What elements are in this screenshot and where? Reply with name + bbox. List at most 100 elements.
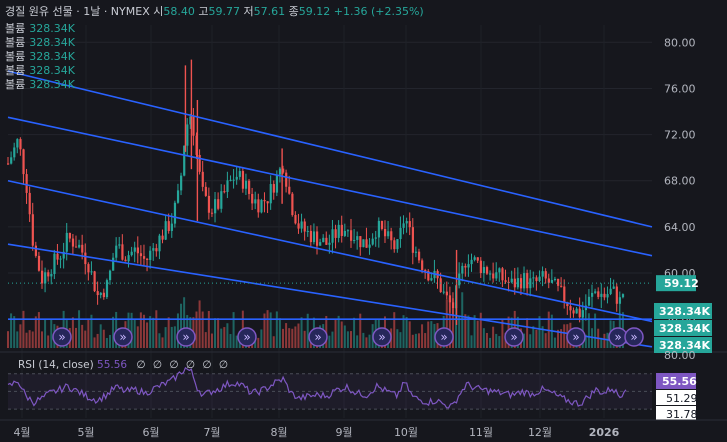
rsi-tag-bg <box>656 373 696 389</box>
candle-body <box>297 223 300 229</box>
time-axis-label: 8월 <box>270 426 287 439</box>
candle-body <box>507 281 510 283</box>
candle-body <box>291 193 294 215</box>
volume-legend-row[interactable]: 볼륨 328.34K <box>5 50 75 63</box>
candle-body <box>65 232 68 252</box>
volume-bar <box>152 317 155 348</box>
volume-bar <box>396 329 399 348</box>
volume-bar <box>470 335 473 348</box>
volume-bar <box>340 321 343 348</box>
rsi-title: RSI (14, close) <box>18 359 94 371</box>
candle-body <box>139 253 143 257</box>
candle-body <box>550 280 554 283</box>
candle-body <box>232 179 235 181</box>
volume-tag-bg <box>654 337 712 353</box>
candle-body <box>121 244 124 260</box>
candle-body <box>34 245 38 256</box>
candle-body <box>390 231 393 241</box>
close-label: 종 <box>288 5 299 18</box>
candle-body <box>16 139 19 148</box>
channel-line <box>7 116 653 257</box>
rsi-tag-bg <box>656 390 696 405</box>
volume-bar <box>139 312 142 348</box>
last-price-tag-bg <box>656 275 696 292</box>
candle-body <box>587 296 591 306</box>
candle-body <box>594 291 597 293</box>
candle-body <box>108 270 112 281</box>
candle-body <box>288 186 291 194</box>
candle-body <box>269 184 272 204</box>
time-axis-label: 12월 <box>528 426 552 439</box>
price-axis-label: 72.00 <box>664 129 696 142</box>
volume-bar <box>291 328 294 348</box>
volume-legend-row[interactable]: 볼륨 328.34K <box>5 36 75 49</box>
symbol-text: 경질 원유 선물 · 1날 · NYMEX <box>5 5 150 18</box>
candle-body <box>566 302 569 307</box>
volume-bar <box>288 328 291 348</box>
volume-legend-row[interactable]: 볼륨 328.34K <box>5 78 75 91</box>
time-axis-label: 4월 <box>13 426 30 439</box>
volume-bar <box>232 312 235 348</box>
volume-tag: 328.34K <box>659 339 710 352</box>
volume-bar <box>563 324 566 348</box>
candle-body <box>479 260 482 274</box>
channel-line <box>7 70 653 228</box>
candle-body <box>133 247 136 252</box>
candle-body <box>254 199 257 204</box>
volume-bar <box>541 326 544 348</box>
volume-bar <box>90 314 93 348</box>
candle-body <box>7 163 10 165</box>
volume-bar <box>99 324 102 348</box>
candle-body <box>56 253 59 260</box>
channel-line <box>7 243 653 348</box>
candle-body <box>204 186 207 196</box>
time-axis-label: 10월 <box>394 426 418 439</box>
volume-legend-row[interactable]: 볼륨 328.34K <box>5 64 75 77</box>
candle-body <box>368 244 371 248</box>
candle-body <box>383 228 387 237</box>
volume-bar <box>334 318 337 348</box>
candle-body <box>93 271 96 292</box>
candle-body <box>414 251 418 253</box>
candle-body <box>544 271 547 279</box>
volume-bar <box>47 335 50 348</box>
marker-glyph: » <box>58 330 65 344</box>
candle-body <box>130 251 133 256</box>
candle-body <box>621 294 625 298</box>
candle-body <box>257 199 260 213</box>
candle-body <box>501 268 504 281</box>
candle-body <box>402 223 405 228</box>
candle-body <box>158 235 161 252</box>
candle-body <box>461 265 464 274</box>
volume-bar <box>359 313 362 348</box>
price-axis-label: 80.00 <box>664 36 696 49</box>
candle-body <box>328 242 331 245</box>
candle-body <box>146 258 149 260</box>
marker-glyph: » <box>119 330 126 344</box>
candle-body <box>538 276 541 281</box>
volume-bar <box>71 317 74 348</box>
volume-bar <box>220 328 223 348</box>
candle-body <box>306 230 309 232</box>
candle-body <box>535 277 538 281</box>
dividend-marker-icon <box>52 327 72 347</box>
candle-body <box>207 195 211 213</box>
candle-body <box>50 273 53 277</box>
candle-body <box>541 271 544 277</box>
candle-body <box>523 273 526 289</box>
dividend-marker-icon <box>624 327 644 347</box>
candle-body <box>513 278 516 288</box>
candle-body <box>266 201 269 204</box>
candle-body <box>476 257 479 261</box>
volume-bar <box>532 326 535 348</box>
volume-legend-row[interactable]: 볼륨 328.34K <box>5 22 75 35</box>
rsi-legend[interactable]: RSI (14, close) 55.56 ∅ ∅ ∅ ∅ ∅ ∅ <box>18 359 230 371</box>
candle-body <box>161 235 164 240</box>
candle-body <box>316 231 319 246</box>
chart-header: 경질 원유 선물 · 1날 · NYMEX 시58.40 고59.77 저57.… <box>5 3 424 19</box>
candle-body <box>498 268 501 273</box>
candle-body <box>615 286 618 304</box>
volume-bar <box>451 298 454 348</box>
